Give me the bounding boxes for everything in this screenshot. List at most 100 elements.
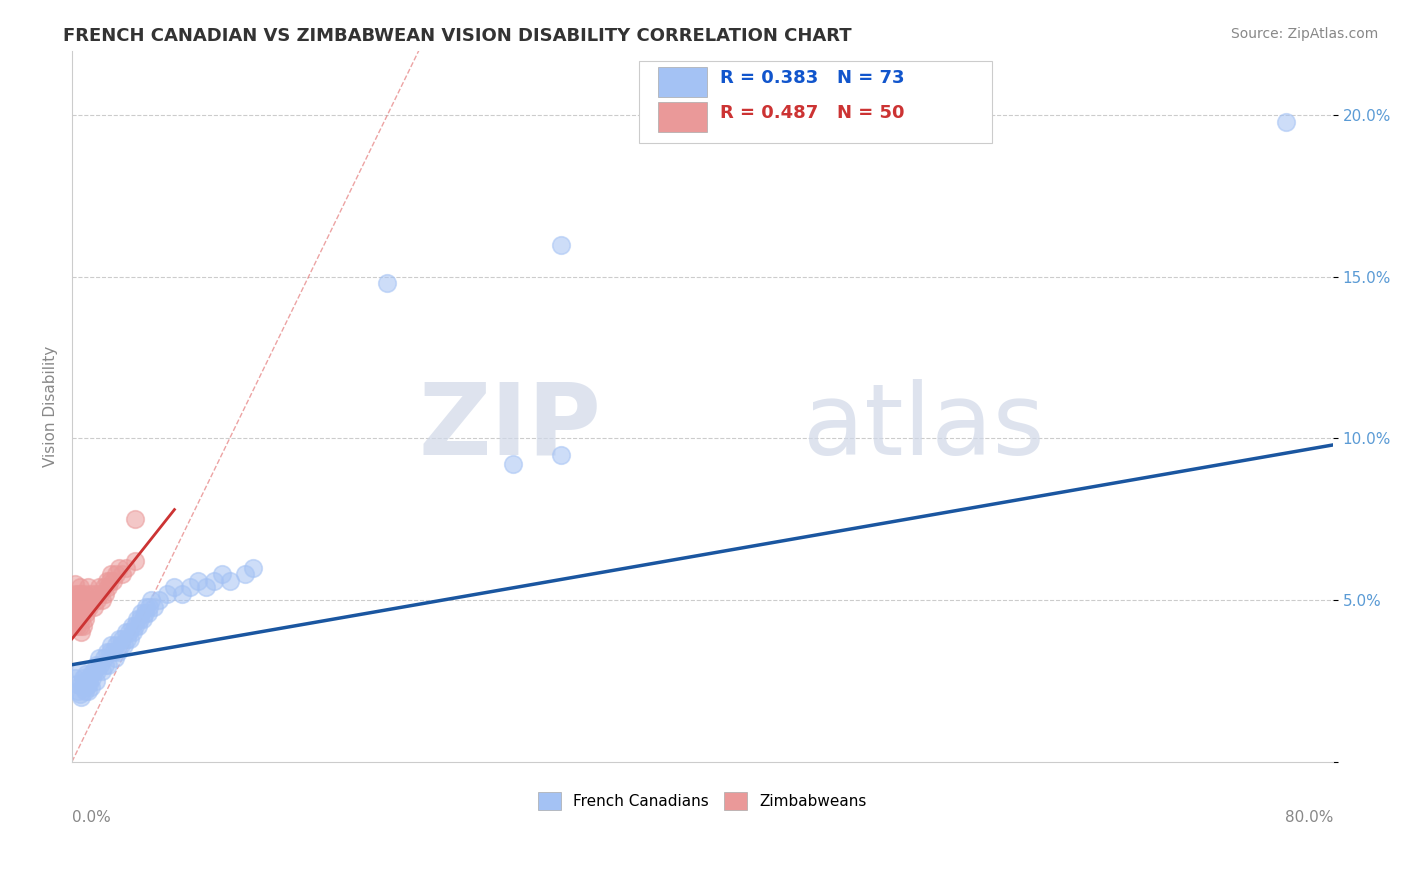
Point <box>101 574 124 588</box>
Point <box>108 632 131 646</box>
Point <box>67 612 90 626</box>
Point <box>72 593 94 607</box>
Point <box>89 657 111 672</box>
Point <box>79 671 101 685</box>
Point <box>67 586 90 600</box>
Point <box>98 645 121 659</box>
Point <box>187 574 209 588</box>
Point <box>112 638 135 652</box>
Point <box>172 586 194 600</box>
Point <box>134 606 156 620</box>
Point <box>148 593 170 607</box>
Point <box>69 687 91 701</box>
Point <box>100 567 122 582</box>
Point <box>163 580 186 594</box>
Point <box>67 599 90 614</box>
Point <box>86 664 108 678</box>
Point <box>89 586 111 600</box>
Point <box>82 671 104 685</box>
Point <box>75 593 97 607</box>
Point <box>114 625 136 640</box>
Point <box>63 671 86 685</box>
Point <box>143 599 166 614</box>
Point <box>131 606 153 620</box>
Text: R = 0.487   N = 50: R = 0.487 N = 50 <box>720 104 904 122</box>
Point <box>375 277 398 291</box>
Point <box>135 599 157 614</box>
Point <box>93 651 115 665</box>
Point <box>550 237 572 252</box>
FancyBboxPatch shape <box>658 67 707 97</box>
Point <box>103 651 125 665</box>
Point <box>69 593 91 607</box>
Point <box>84 586 107 600</box>
Text: 0.0%: 0.0% <box>72 810 111 825</box>
Point <box>70 625 93 640</box>
Point <box>118 625 141 640</box>
Point <box>84 673 107 688</box>
Point <box>84 657 107 672</box>
Point <box>80 586 103 600</box>
Point <box>73 683 96 698</box>
Point <box>100 638 122 652</box>
Point <box>91 593 114 607</box>
Point <box>70 677 93 691</box>
Y-axis label: Vision Disability: Vision Disability <box>44 345 58 467</box>
Point <box>96 645 118 659</box>
Point <box>76 683 98 698</box>
Point <box>155 586 177 600</box>
Point <box>66 593 89 607</box>
Point <box>124 619 146 633</box>
Point <box>72 681 94 695</box>
Point <box>75 667 97 681</box>
Point <box>73 673 96 688</box>
Point <box>83 664 105 678</box>
Point <box>73 612 96 626</box>
Point <box>132 612 155 626</box>
Point <box>124 554 146 568</box>
Point <box>69 619 91 633</box>
Point <box>136 606 159 620</box>
Text: FRENCH CANADIAN VS ZIMBABWEAN VISION DISABILITY CORRELATION CHART: FRENCH CANADIAN VS ZIMBABWEAN VISION DIS… <box>63 27 852 45</box>
Text: 80.0%: 80.0% <box>1285 810 1333 825</box>
Point <box>101 645 124 659</box>
Point <box>73 599 96 614</box>
Point <box>107 645 129 659</box>
Point <box>87 580 110 594</box>
Point <box>82 593 104 607</box>
Point <box>202 574 225 588</box>
Point <box>96 574 118 588</box>
Point <box>1274 115 1296 129</box>
Point <box>72 606 94 620</box>
Point <box>69 580 91 594</box>
Point <box>93 580 115 594</box>
Point <box>108 560 131 574</box>
Point <box>80 681 103 695</box>
Text: atlas: atlas <box>803 379 1045 476</box>
Point <box>502 458 524 472</box>
Point <box>235 567 257 582</box>
Point <box>98 574 121 588</box>
Point <box>76 673 98 688</box>
Point <box>550 448 572 462</box>
Point <box>120 632 142 646</box>
Point <box>110 638 132 652</box>
Point <box>70 586 93 600</box>
Text: ZIP: ZIP <box>419 379 602 476</box>
Point <box>80 667 103 681</box>
Point <box>242 560 264 574</box>
FancyBboxPatch shape <box>658 103 707 132</box>
Point <box>66 606 89 620</box>
Point <box>79 599 101 614</box>
Point <box>75 606 97 620</box>
Point <box>194 580 217 594</box>
Point <box>72 619 94 633</box>
Point <box>122 625 145 640</box>
Point <box>73 586 96 600</box>
Text: Source: ZipAtlas.com: Source: ZipAtlas.com <box>1230 27 1378 41</box>
Point <box>97 657 120 672</box>
Point <box>94 586 117 600</box>
Point <box>76 593 98 607</box>
Point <box>69 606 91 620</box>
Point <box>114 560 136 574</box>
